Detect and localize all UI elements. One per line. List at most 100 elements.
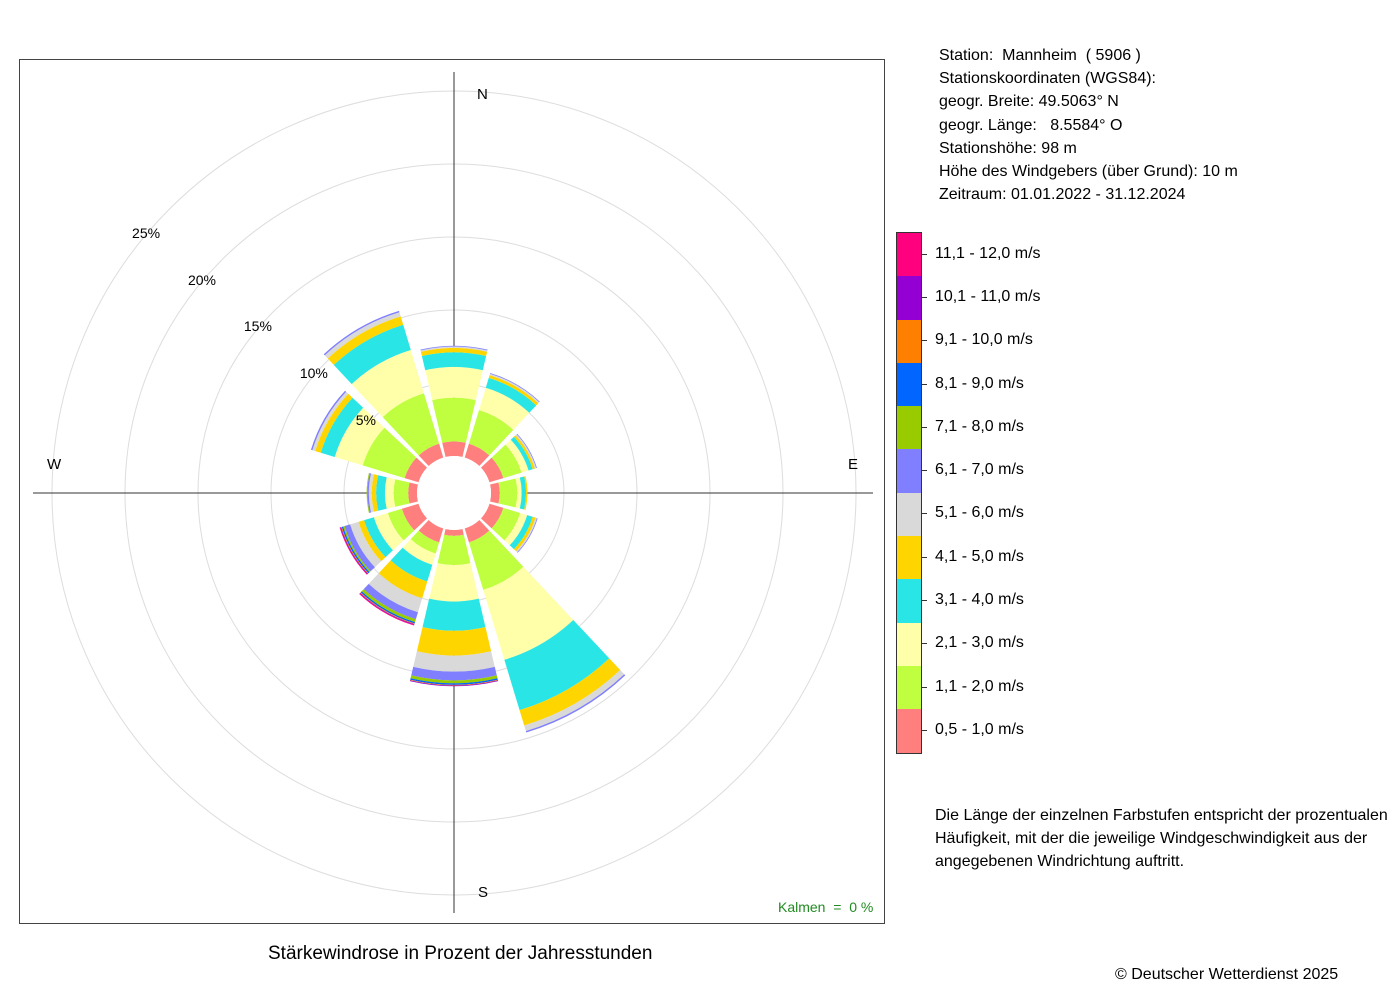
petal-180-class-1 (444, 529, 464, 536)
ring-label-25: 25% (132, 224, 161, 241)
legend-tick (921, 729, 927, 731)
compass-south: S (478, 884, 489, 901)
legend-tick (921, 253, 927, 255)
station-line: Stationskoordinaten (WGS84): (939, 70, 1156, 88)
legend-tick (921, 296, 927, 298)
petal-330-class-2 (382, 393, 440, 456)
petal-270-class-1 (408, 482, 418, 504)
petal-150-class-5 (519, 658, 621, 726)
petal-150-class-1 (464, 519, 490, 543)
petal-300-class-5 (315, 393, 353, 453)
legend-label: 7,1 - 8,0 m/s (935, 417, 1024, 435)
petal-210-class-7 (363, 583, 418, 620)
station-line: Höhe des Windgebers (über Grund): 10 m (939, 162, 1238, 180)
petal-60-class-2 (491, 444, 522, 479)
windrose-chart (33, 72, 873, 913)
petal-0-class-1 (442, 441, 466, 457)
legend-swatch (897, 276, 921, 320)
petal-90-class-5 (524, 476, 528, 510)
petal-240-class-5 (358, 520, 386, 562)
petal-180-class-3 (429, 563, 479, 602)
petal-30-class-3 (479, 387, 530, 430)
petal-330-class-6 (324, 312, 401, 359)
legend-tick (921, 600, 927, 602)
petal-120-class-1 (480, 503, 504, 529)
petal-270-class-2 (393, 479, 410, 507)
windrose-frame: 5% 10% 15% 20% 25% N E S W (19, 59, 885, 924)
petal-180-class-7 (411, 666, 497, 681)
petal-240-class-6 (350, 521, 382, 568)
petal-180-class-4 (422, 598, 486, 631)
station-line: geogr. Breite: 49.5063° N (939, 93, 1119, 111)
petal-210-class-6 (368, 573, 423, 613)
legend-tick (921, 686, 927, 688)
petal-240-class-3 (373, 512, 404, 551)
copyright: © Deutscher Wetterdienst 2025 (1115, 966, 1339, 983)
petal-180-class-9 (410, 678, 498, 685)
legend-note: Die Länge der einzelnen Farbstufen entsp… (935, 807, 1388, 870)
ring-label-20: 20% (187, 271, 216, 288)
petal-330-class-5 (327, 316, 404, 365)
petal-180-class-11 (409, 680, 499, 687)
station-line: Station: Mannheim ( 5906 ) (939, 47, 1141, 64)
petal-300-class-6 (312, 391, 349, 452)
legend-tick (921, 470, 927, 472)
petal-270-class-5 (371, 474, 379, 512)
legend-tick (921, 426, 927, 428)
petal-150-class-4 (504, 620, 610, 711)
petal-270-class-8 (366, 473, 370, 513)
petal-120-class-2 (491, 507, 521, 541)
petal-90-class-1 (490, 482, 500, 504)
petal-60-class-4 (510, 436, 533, 471)
petal-210-class-2 (410, 530, 440, 554)
legend-swatch (897, 709, 921, 753)
legend-label: 10,1 - 11,0 m/s (935, 287, 1041, 305)
petal-330-class-4 (333, 324, 411, 385)
petal-240-class-2 (387, 508, 415, 541)
legend-swatch (897, 406, 921, 450)
petal-240-class-4 (364, 517, 393, 558)
legend-label: 0,5 - 1,0 m/s (935, 720, 1024, 738)
legend-label: 1,1 - 2,0 m/s (935, 677, 1024, 695)
petal-300-class-1 (404, 457, 428, 483)
petal-240-class-1 (401, 503, 428, 531)
petal-0-class-2 (432, 397, 476, 443)
compass-west: W (47, 456, 62, 473)
petal-180-class-6 (413, 651, 495, 672)
station-line: geogr. Länge: 8.5584° O (939, 116, 1123, 134)
petal-120-class-3 (504, 512, 528, 546)
legend-label: 2,1 - 3,0 m/s (935, 634, 1024, 652)
petal-330-class-1 (418, 443, 444, 467)
legend-swatch (897, 233, 921, 277)
legend-swatch (897, 492, 921, 537)
petal-330-class-3 (351, 349, 424, 418)
calms-label: Kalmen = 0 % (778, 899, 874, 915)
legend-swatch (897, 665, 921, 710)
petal-270-class-4 (376, 475, 387, 511)
petal-180-class-2 (437, 534, 471, 566)
legend-label: 8,1 - 9,0 m/s (935, 374, 1024, 392)
petal-240-class-9 (341, 526, 370, 574)
legend-swatch (897, 579, 921, 623)
petal-60-class-3 (505, 439, 529, 473)
petal-30-class-4 (485, 377, 537, 413)
petal-180-class-10 (410, 679, 498, 686)
petal-90-class-3 (515, 477, 522, 509)
petal-30-class-1 (464, 443, 490, 467)
petal-150-class-3 (483, 566, 574, 660)
petal-270-class-6 (368, 473, 374, 513)
petal-210-class-1 (418, 519, 444, 543)
petal-180-class-8 (410, 675, 498, 684)
petal-210-class-3 (402, 539, 436, 565)
station-info: Station: Mannheim ( 5906 ) Stationskoord… (939, 44, 1238, 206)
petal-300-class-3 (334, 407, 385, 466)
petal-0-class-7 (420, 345, 488, 351)
petal-0-class-5 (420, 347, 488, 357)
petal-240-class-8 (343, 526, 371, 573)
ring-label-10: 10% (299, 365, 328, 382)
legend-color-bar (896, 232, 922, 754)
legend-swatch (897, 449, 921, 493)
petal-0-class-4 (421, 352, 487, 371)
petal-60-class-5 (513, 435, 535, 470)
legend-tick (921, 340, 927, 342)
